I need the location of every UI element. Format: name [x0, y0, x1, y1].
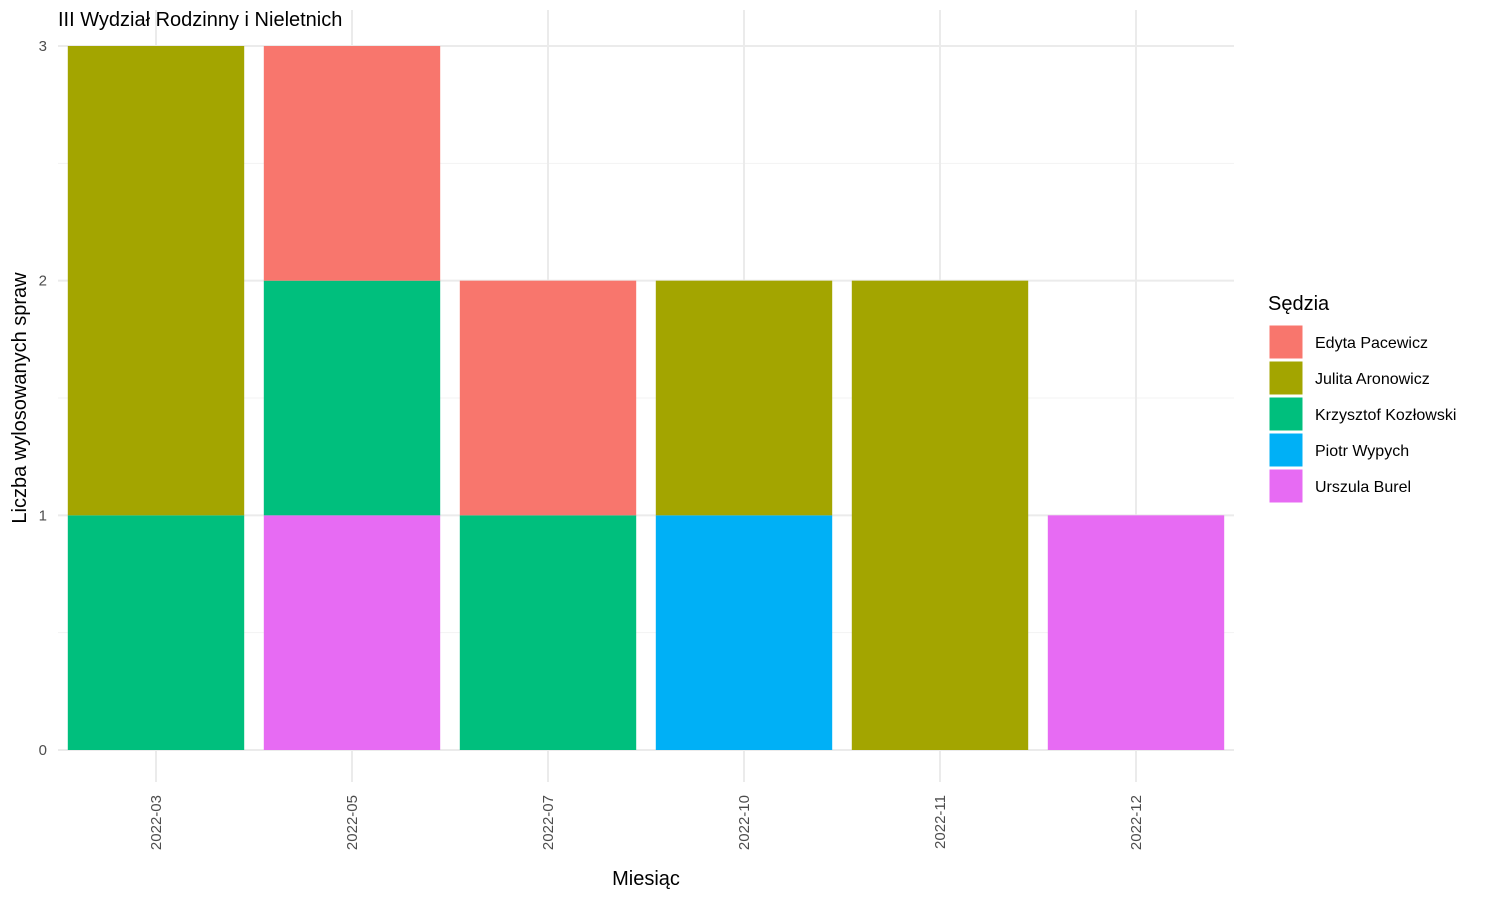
bar-segment	[459, 515, 637, 750]
y-tick-label: 1	[39, 507, 47, 524]
bar-segment	[67, 515, 245, 750]
legend-swatch	[1268, 468, 1304, 504]
x-tick-label: 2022-10	[736, 795, 753, 850]
x-tick-label: 2022-05	[344, 795, 361, 850]
legend-swatch	[1268, 360, 1304, 396]
x-tick-label: 2022-03	[148, 795, 165, 850]
bar-segment	[263, 46, 441, 281]
bar-segment	[655, 515, 833, 750]
y-tick-label: 2	[39, 273, 47, 290]
x-tick-label: 2022-07	[540, 795, 557, 850]
legend: Sędzia Edyta Pacewicz Julita Aronowicz Krz…	[1268, 293, 1456, 504]
bars	[67, 46, 1225, 750]
bar-segment	[851, 280, 1029, 750]
y-axis-ticks: 0 1 2 3	[39, 38, 47, 759]
legend-swatch	[1268, 396, 1304, 432]
legend-title: Sędzia	[1268, 293, 1330, 315]
legend-swatch	[1268, 432, 1304, 468]
legend-label: Urszula Burel	[1315, 479, 1411, 496]
bar-segment	[263, 280, 441, 516]
x-tick-label: 2022-12	[1128, 795, 1145, 850]
y-tick-label: 0	[39, 742, 47, 759]
legend-label: Piotr Wypych	[1315, 443, 1409, 460]
legend-items: Edyta Pacewicz Julita Aronowicz Krzysztof …	[1268, 324, 1456, 504]
legend-label: Edyta Pacewicz	[1315, 335, 1428, 352]
x-tick-label: 2022-11	[932, 795, 949, 849]
bar-segment	[459, 280, 637, 516]
y-axis-title: Liczba wylosowanych spraw	[9, 272, 31, 524]
bar-segment	[1047, 515, 1225, 750]
bar-segment	[263, 515, 441, 750]
legend-label: Krzysztof Kozłowski	[1315, 407, 1456, 424]
legend-label: Julita Aronowicz	[1315, 371, 1430, 388]
x-axis-title: Miesiąc	[612, 868, 680, 890]
chart-title: III Wydział Rodzinny i Nieletnich	[58, 9, 342, 31]
x-axis-ticks: 2022-03 2022-05 2022-07 2022-10 2022-11 2022-…	[148, 795, 1145, 850]
bar-segment	[67, 46, 245, 516]
legend-swatch	[1268, 324, 1304, 360]
bar-segment	[655, 280, 833, 516]
y-tick-label: 3	[39, 38, 47, 55]
